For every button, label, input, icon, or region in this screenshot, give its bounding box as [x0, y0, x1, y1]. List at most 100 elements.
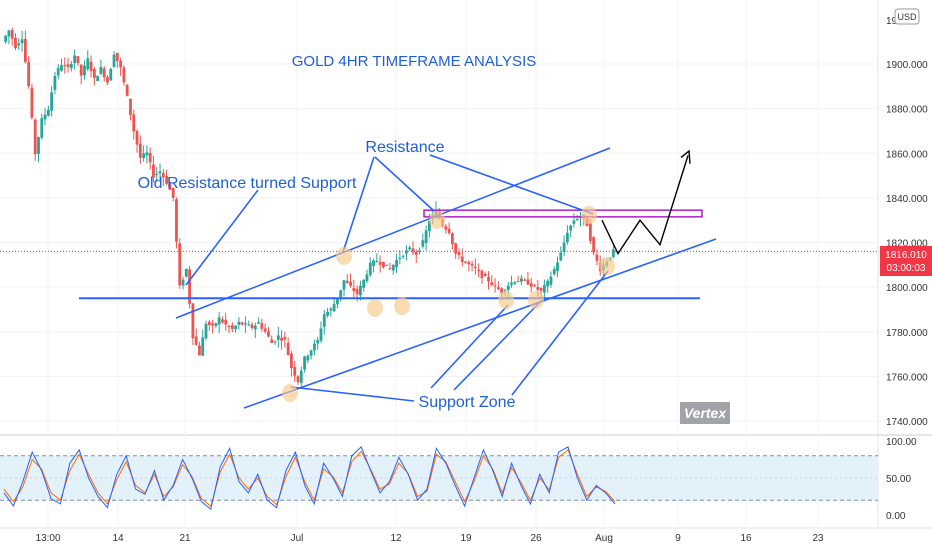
candle-body: [414, 251, 418, 255]
candle-body: [17, 43, 21, 46]
old-resistance-label: Old Resistance turned Support: [138, 175, 357, 192]
candle-body: [135, 130, 139, 145]
candle-body: [490, 282, 494, 286]
touch-marker: [599, 257, 615, 275]
candle-body: [313, 343, 316, 351]
candle-body: [559, 252, 563, 261]
candle-body: [457, 252, 461, 255]
candle-body: [244, 323, 247, 325]
resistance-pointer-2: [374, 156, 435, 212]
candle-body: [69, 63, 73, 69]
candle-body: [352, 288, 356, 291]
candle-body: [290, 353, 293, 369]
candle-body: [322, 314, 326, 327]
support-pointer-2: [430, 304, 509, 389]
candle-body: [112, 54, 116, 67]
candle-body: [273, 341, 277, 343]
candle-body: [562, 242, 566, 253]
candle-body: [40, 118, 44, 138]
candle-body: [467, 261, 471, 265]
candle-body: [155, 173, 159, 175]
candle-body: [470, 263, 474, 266]
candle-body: [542, 285, 546, 293]
time-tick-label: 21: [179, 533, 191, 544]
candle-body: [418, 250, 421, 252]
candle-body: [401, 255, 405, 257]
old-resistance-pointer: [185, 189, 259, 286]
support-zone-label: Support Zone: [419, 394, 516, 411]
candle-body: [572, 220, 576, 224]
candle-body: [102, 68, 106, 78]
candle-body: [286, 342, 290, 355]
candle-body: [276, 335, 280, 340]
time-tick-label: 23: [812, 533, 824, 544]
candle-body: [191, 303, 195, 339]
touch-marker: [336, 247, 352, 265]
candle-body: [480, 270, 484, 279]
candle-body: [194, 336, 198, 345]
price-tick-label: 1840.000: [886, 194, 928, 205]
candle-body: [204, 323, 208, 339]
candle-body: [240, 322, 244, 325]
time-tick-label: Aug: [595, 533, 613, 544]
currency-badge[interactable]: [894, 8, 920, 25]
candle-body: [171, 188, 175, 198]
candle-body: [385, 264, 389, 266]
candle-body: [184, 268, 188, 277]
touch-marker: [528, 291, 544, 309]
candle-body: [227, 326, 231, 328]
candle-body: [565, 232, 569, 243]
candle-body: [375, 260, 379, 262]
last-price-value: 1816.010: [885, 250, 927, 261]
currency-label: USD: [897, 12, 917, 22]
candle-body: [201, 337, 205, 356]
candle-body: [293, 367, 297, 376]
candle-body: [382, 261, 385, 268]
time-tick-label: 26: [530, 533, 542, 544]
candle-body: [306, 355, 310, 361]
candle-body: [428, 221, 431, 232]
candle-body: [332, 304, 336, 312]
candle-body: [33, 119, 37, 155]
candle-body: [178, 243, 182, 286]
candle-body: [165, 175, 169, 184]
candle-body: [460, 256, 464, 262]
candle-body: [296, 376, 300, 382]
candle-body: [500, 288, 504, 294]
candle-body: [319, 328, 323, 341]
candle-body: [188, 269, 191, 304]
candle-body: [145, 152, 149, 156]
candle-body: [83, 65, 86, 76]
candle-body: [152, 164, 155, 178]
candle-body: [546, 280, 550, 287]
candle-body: [115, 52, 119, 62]
candle-body: [447, 228, 451, 234]
candle-body: [207, 321, 211, 326]
candle-body: [168, 183, 172, 190]
resistance-label: Resistance: [365, 139, 444, 156]
candle-body: [513, 282, 517, 284]
price-projection: [601, 149, 691, 256]
time-axis: 13:00 14 21 Jul 12 19 26 Aug 9 16 23: [35, 533, 824, 544]
candle-body: [4, 35, 8, 42]
candle-body: [424, 230, 428, 244]
price-tick-label: 1860.000: [886, 149, 928, 160]
time-tick-label: 14: [112, 533, 124, 544]
candle-body: [27, 62, 31, 87]
candle-body: [230, 325, 234, 330]
candle-body: [50, 92, 54, 111]
lower-trendline: [243, 238, 717, 409]
candle-body: [336, 299, 339, 305]
candle-body: [267, 331, 270, 337]
stoch-rsi-k-line: [3, 446, 616, 510]
price-tick-label: 19: [886, 16, 898, 27]
candle-body: [53, 75, 57, 90]
candle-body: [20, 39, 24, 44]
price-tick-label: 1800.000: [886, 283, 928, 294]
candle-body: [63, 65, 67, 67]
candle-body: [372, 260, 375, 266]
candle-body: [138, 143, 142, 158]
candle-body: [368, 262, 372, 275]
candle-body: [506, 285, 510, 290]
